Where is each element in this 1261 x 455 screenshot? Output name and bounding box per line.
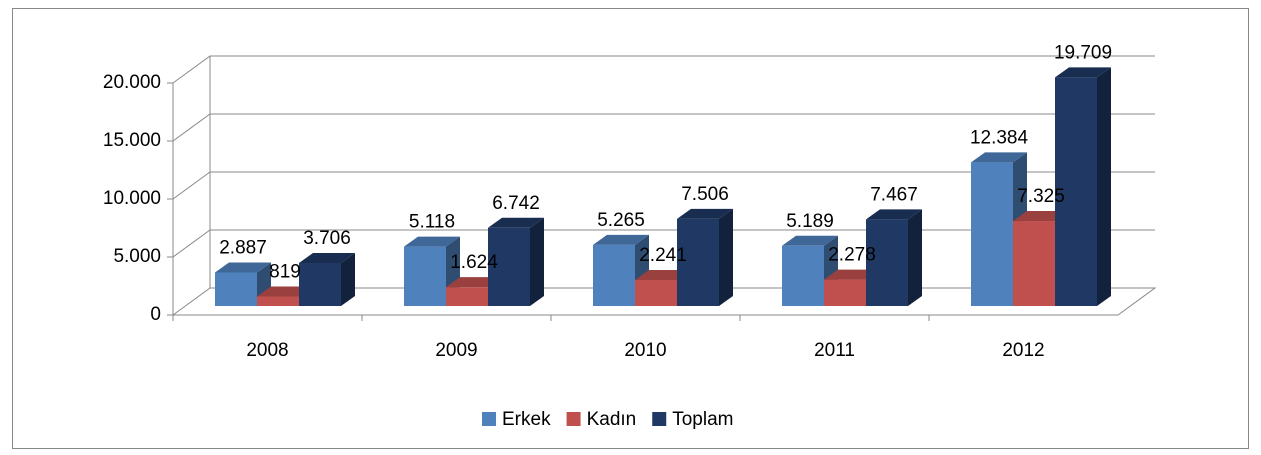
y-tick-label: 15.000	[103, 130, 161, 151]
bar-front	[1013, 221, 1055, 306]
data-label: 19.709	[1054, 42, 1112, 63]
grid-line	[172, 171, 1155, 200]
x-tick-label: 2012	[1002, 340, 1044, 361]
bar-top	[299, 253, 355, 264]
bar-front	[782, 245, 824, 306]
legend-swatch	[652, 412, 667, 426]
bar-front	[257, 296, 299, 306]
bar-top	[971, 152, 1027, 163]
bar-side	[1097, 67, 1111, 306]
bar	[677, 208, 733, 306]
bar-front	[971, 162, 1013, 306]
data-label: 7.467	[870, 184, 918, 205]
legend-swatch	[566, 412, 581, 426]
y-tick-label: 0	[150, 304, 161, 325]
bar-front	[593, 244, 635, 306]
bar-top	[1055, 67, 1111, 78]
data-label: 6.742	[492, 193, 540, 214]
bar-top	[782, 235, 838, 246]
data-label: 5.118	[409, 212, 455, 233]
bar	[488, 217, 544, 306]
x-tick-label: 2011	[814, 340, 855, 361]
x-tick-label: 2009	[435, 340, 477, 361]
y-tick-label: 10.000	[103, 188, 161, 209]
bar-top	[488, 217, 544, 228]
bar-front	[488, 227, 530, 306]
legend-label: Erkek	[502, 409, 551, 430]
data-label: 2.278	[828, 245, 876, 266]
bar-front	[404, 246, 446, 306]
bar-front	[1055, 77, 1097, 306]
bar	[1055, 67, 1111, 306]
x-tick-label: 2008	[246, 340, 288, 361]
y-tick-label: 5.000	[113, 246, 161, 267]
floor	[172, 287, 1157, 316]
data-label: 3.706	[303, 228, 351, 249]
data-label: 5.265	[597, 210, 645, 231]
grid-line	[172, 55, 1155, 84]
legend-label: Kadın	[587, 409, 637, 430]
data-label: 2.241	[639, 245, 687, 266]
bar-side	[341, 253, 355, 306]
bar-front	[824, 279, 866, 306]
grid-line	[172, 113, 1155, 142]
data-label: 5.189	[786, 211, 834, 232]
bar-side	[908, 209, 922, 306]
data-label: 7.325	[1017, 186, 1065, 207]
bar	[299, 253, 355, 306]
bar-front	[635, 280, 677, 306]
bar-top	[404, 236, 460, 247]
bar	[782, 235, 838, 306]
legend-swatch	[482, 412, 496, 426]
data-label: 2.887	[219, 238, 267, 259]
bar-top	[866, 209, 922, 220]
bar	[866, 209, 922, 306]
bar-top	[215, 262, 271, 273]
y-tick-label: 20.000	[103, 72, 161, 93]
grid-line	[172, 229, 1155, 258]
bar-top	[677, 208, 733, 219]
bar-front	[677, 218, 719, 306]
bar-front	[866, 219, 908, 306]
data-label: 1.624	[450, 252, 498, 273]
bar-front	[299, 263, 341, 306]
bar	[593, 234, 649, 306]
bar-side	[530, 217, 544, 306]
x-tick-label: 2010	[624, 340, 666, 361]
legend-label: Toplam	[672, 409, 733, 430]
data-label: 819	[269, 262, 301, 283]
bar-front	[215, 272, 257, 306]
data-label: 12.384	[970, 127, 1029, 148]
bar-front	[446, 287, 488, 306]
bar-side	[719, 208, 733, 306]
bar-top	[593, 234, 649, 245]
data-label: 7.506	[681, 184, 729, 205]
